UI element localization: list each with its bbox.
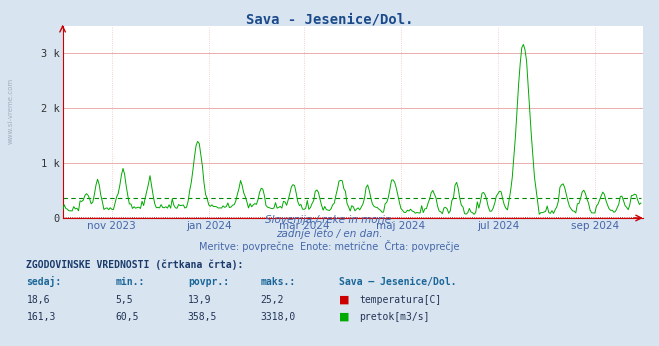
Text: Sava - Jesenice/Dol.: Sava - Jesenice/Dol. xyxy=(246,12,413,26)
Text: temperatura[C]: temperatura[C] xyxy=(359,295,442,305)
Text: 5,5: 5,5 xyxy=(115,295,133,305)
Text: min.:: min.: xyxy=(115,277,145,288)
Text: Slovenija / reke in morje.: Slovenija / reke in morje. xyxy=(265,215,394,225)
Text: 18,6: 18,6 xyxy=(26,295,50,305)
Text: 25,2: 25,2 xyxy=(260,295,284,305)
Text: zadnje leto / en dan.: zadnje leto / en dan. xyxy=(276,229,383,239)
Text: www.si-vreme.com: www.si-vreme.com xyxy=(8,78,14,144)
Text: 60,5: 60,5 xyxy=(115,312,139,322)
Text: pretok[m3/s]: pretok[m3/s] xyxy=(359,312,430,322)
Text: Sava – Jesenice/Dol.: Sava – Jesenice/Dol. xyxy=(339,277,457,288)
Text: povpr.:: povpr.: xyxy=(188,277,229,288)
Text: Meritve: povprečne  Enote: metrične  Črta: povprečje: Meritve: povprečne Enote: metrične Črta:… xyxy=(199,240,460,252)
Text: 358,5: 358,5 xyxy=(188,312,217,322)
Text: ■: ■ xyxy=(339,295,350,305)
Text: sedaj:: sedaj: xyxy=(26,276,61,288)
Text: ■: ■ xyxy=(339,312,350,322)
Text: 13,9: 13,9 xyxy=(188,295,212,305)
Text: ZGODOVINSKE VREDNOSTI (črtkana črta):: ZGODOVINSKE VREDNOSTI (črtkana črta): xyxy=(26,260,244,270)
Text: maks.:: maks.: xyxy=(260,277,295,288)
Text: 3318,0: 3318,0 xyxy=(260,312,295,322)
Text: 161,3: 161,3 xyxy=(26,312,56,322)
